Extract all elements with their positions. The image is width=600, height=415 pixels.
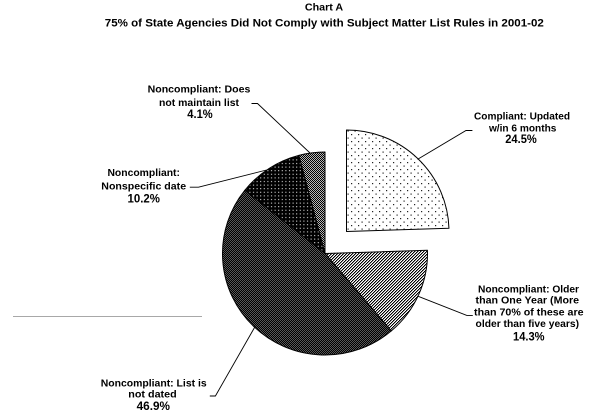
svg-text:w/in 6 months: w/in 6 months — [488, 123, 557, 135]
svg-text:than One Year (More: than One Year (More — [476, 295, 580, 307]
svg-text:not dated: not dated — [128, 388, 176, 400]
svg-text:Noncompliant:: Noncompliant: — [107, 167, 180, 179]
svg-text:than 70% of these are: than 70% of these are — [474, 307, 584, 319]
svg-text:Nonspecific date: Nonspecific date — [101, 180, 186, 192]
svg-text:Chart A: Chart A — [305, 2, 344, 14]
svg-text:Noncompliant: Does: Noncompliant: Does — [148, 84, 251, 96]
svg-text:Noncompliant: List is: Noncompliant: List is — [101, 378, 207, 390]
svg-text:Noncompliant: Older: Noncompliant: Older — [478, 284, 579, 296]
svg-text:14.3%: 14.3% — [513, 330, 545, 344]
svg-text:10.2%: 10.2% — [128, 191, 161, 205]
svg-text:not maintain list: not maintain list — [159, 97, 239, 109]
svg-text:24.5%: 24.5% — [505, 132, 537, 146]
svg-text:4.1%: 4.1% — [187, 107, 213, 121]
svg-text:older than five years): older than five years) — [476, 318, 580, 330]
svg-text:Compliant: Updated: Compliant: Updated — [474, 111, 570, 123]
svg-text:75% of State Agencies Did Not: 75% of State Agencies Did Not Comply wit… — [105, 18, 544, 30]
svg-text:46.9%: 46.9% — [137, 399, 171, 413]
